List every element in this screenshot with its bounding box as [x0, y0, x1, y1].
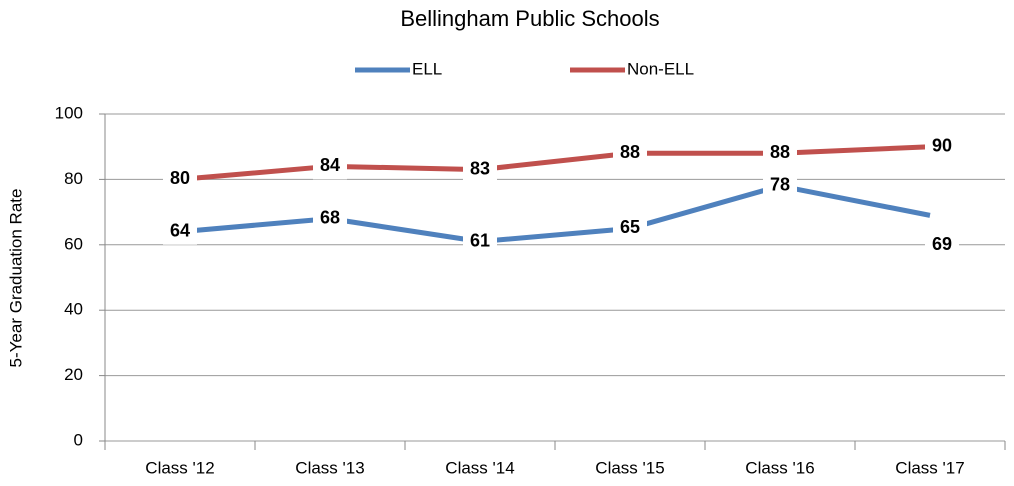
x-tick-label: Class '12: [145, 458, 214, 477]
data-label: 68: [320, 207, 340, 227]
data-label-bg: [763, 172, 797, 199]
x-tick-label: Class '14: [445, 458, 514, 477]
data-label: 90: [932, 135, 952, 155]
data-label-bg: [313, 153, 347, 180]
series-line: [179, 144, 931, 182]
data-label-bg: [763, 140, 797, 167]
chart-title: Bellingham Public Schools: [400, 6, 659, 31]
data-label-bg: [925, 133, 959, 160]
data-label: 84: [320, 155, 340, 175]
data-label-bg: [163, 218, 197, 245]
series-line: [179, 183, 931, 245]
y-tick-label: 20: [64, 365, 83, 384]
data-label-bg: [613, 140, 647, 167]
data-label-bg: [463, 228, 497, 255]
y-tick-label: 80: [64, 169, 83, 188]
y-tick-label: 100: [55, 103, 83, 122]
data-label-bg: [463, 156, 497, 183]
x-tick-label: Class '13: [295, 458, 364, 477]
y-tick-label: 40: [64, 300, 83, 319]
data-label: 88: [620, 142, 640, 162]
x-tick-label: Class '15: [595, 458, 664, 477]
data-label-bg: [613, 215, 647, 242]
data-label: 88: [770, 142, 790, 162]
data-label: 78: [770, 175, 790, 195]
data-label: 83: [470, 158, 490, 178]
data-label: 80: [170, 168, 190, 188]
data-label-bg: [313, 205, 347, 232]
data-label: 65: [620, 217, 640, 237]
data-label: 61: [470, 230, 490, 250]
y-axis-label: 5-Year Graduation Rate: [6, 189, 25, 368]
data-label: 69: [932, 234, 952, 254]
y-tick-label: 0: [74, 430, 83, 449]
data-label: 64: [170, 220, 190, 240]
y-tick-label: 60: [64, 234, 83, 253]
x-tick-label: Class '16: [745, 458, 814, 477]
legend-label: ELL: [412, 59, 442, 78]
x-tick-label: Class '17: [895, 458, 964, 477]
legend-label: Non-ELL: [627, 59, 694, 78]
data-label-bg: [163, 166, 197, 193]
data-label-bg: [925, 232, 959, 259]
